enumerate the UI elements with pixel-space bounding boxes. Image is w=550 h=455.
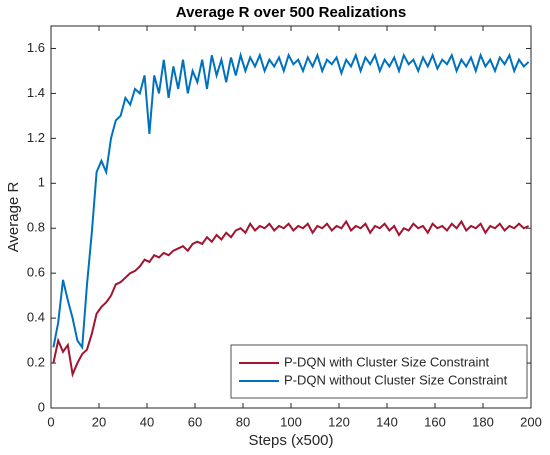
x-tick-label: 60 [188,414,202,429]
plot-area [50,25,532,409]
x-tick-label: 40 [140,414,154,429]
x-axis-label: Steps (x500) [248,432,333,449]
x-tick-label: 80 [236,414,250,429]
x-tick-label: 0 [47,414,54,429]
line-series [52,51,530,351]
y-tick-label: 1.4 [27,85,45,100]
y-tick-label: 0.8 [27,220,45,235]
x-tick-label: 200 [520,414,542,429]
y-tick-label: 0 [38,399,45,414]
x-tick-label: 120 [328,414,350,429]
legend-box [230,344,528,399]
y-tick-label: 0.6 [27,265,45,280]
y-tick-label: 0.4 [27,310,45,325]
x-tick-label: 20 [92,414,106,429]
y-tick-label: 0.2 [27,354,45,369]
y-axis-label: Average R [5,182,22,253]
x-tick-label: 160 [424,414,446,429]
chart-title: Average R over 500 Realizations [176,4,406,21]
legend-label: P-DQN without Cluster Size Constraint [284,372,508,387]
x-tick-label: 100 [280,414,302,429]
x-tick-label: 180 [472,414,494,429]
legend-label: P-DQN with Cluster Size Constraint [284,354,490,369]
x-tick-label: 140 [376,414,398,429]
y-tick-label: 1.2 [27,130,45,145]
y-tick-label: 1 [38,175,45,190]
line-series [52,219,530,378]
y-tick-label: 1.6 [27,40,45,55]
